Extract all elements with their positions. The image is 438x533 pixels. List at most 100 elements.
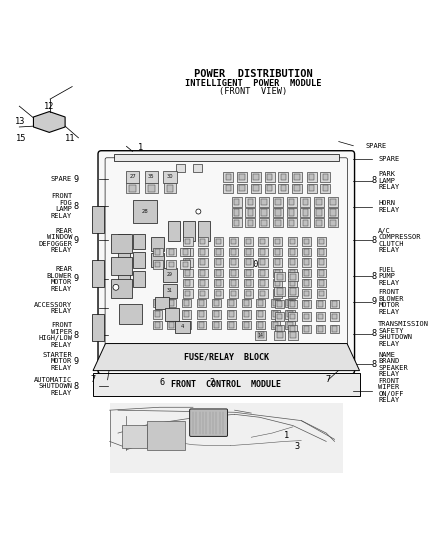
Bar bbox=[129, 185, 136, 192]
Bar bbox=[227, 310, 236, 319]
Bar bbox=[261, 260, 265, 265]
Bar bbox=[267, 174, 272, 180]
Bar bbox=[182, 321, 191, 329]
Bar bbox=[214, 279, 223, 287]
Text: STARTER
MOTOR
RELAY: STARTER MOTOR RELAY bbox=[42, 352, 72, 371]
Bar bbox=[302, 258, 311, 266]
Bar bbox=[231, 260, 236, 265]
Bar bbox=[290, 249, 295, 255]
Bar bbox=[244, 311, 249, 317]
Bar bbox=[319, 280, 324, 286]
Bar bbox=[302, 237, 311, 246]
Bar bbox=[197, 299, 206, 308]
Bar bbox=[316, 312, 325, 321]
Bar bbox=[289, 209, 294, 215]
Bar bbox=[290, 332, 296, 338]
Bar bbox=[256, 321, 265, 329]
Bar bbox=[169, 311, 174, 317]
Bar bbox=[152, 248, 162, 256]
Bar bbox=[303, 209, 308, 215]
Bar bbox=[259, 218, 269, 228]
Bar bbox=[287, 300, 293, 306]
Text: 6: 6 bbox=[159, 378, 164, 387]
Bar bbox=[275, 312, 284, 321]
Bar bbox=[155, 249, 160, 255]
Text: 1: 1 bbox=[138, 143, 144, 152]
Bar bbox=[273, 197, 283, 206]
Bar bbox=[185, 249, 191, 255]
Bar bbox=[275, 220, 281, 226]
Bar bbox=[166, 260, 177, 269]
Text: 14: 14 bbox=[258, 333, 264, 338]
Bar bbox=[316, 325, 325, 333]
Text: SPARE: SPARE bbox=[366, 143, 387, 149]
Text: 30: 30 bbox=[167, 174, 173, 180]
Text: 10: 10 bbox=[249, 260, 259, 269]
Bar bbox=[287, 272, 298, 281]
Bar bbox=[300, 208, 311, 217]
Bar bbox=[163, 171, 177, 183]
Bar bbox=[329, 312, 339, 321]
Bar bbox=[199, 311, 204, 317]
Text: 8: 8 bbox=[371, 236, 377, 245]
Bar bbox=[261, 220, 267, 226]
Bar bbox=[145, 183, 158, 193]
Bar bbox=[273, 248, 282, 256]
Bar bbox=[328, 218, 338, 228]
Bar bbox=[176, 321, 190, 333]
Bar bbox=[304, 280, 309, 286]
Bar bbox=[242, 310, 251, 319]
Bar bbox=[273, 218, 283, 228]
Bar bbox=[277, 274, 283, 280]
Bar bbox=[183, 221, 194, 241]
Bar bbox=[153, 299, 162, 308]
Bar bbox=[198, 279, 208, 287]
Bar bbox=[229, 300, 234, 306]
Bar bbox=[246, 249, 251, 255]
Bar bbox=[216, 249, 221, 255]
Bar bbox=[289, 199, 294, 205]
Text: 7: 7 bbox=[326, 375, 331, 384]
Text: HORN
RELAY: HORN RELAY bbox=[378, 200, 399, 213]
Bar bbox=[302, 300, 311, 308]
Bar bbox=[286, 218, 297, 228]
Text: 9: 9 bbox=[74, 274, 79, 284]
Bar bbox=[226, 185, 231, 191]
Bar bbox=[229, 279, 238, 287]
Bar bbox=[229, 322, 234, 328]
Bar bbox=[253, 174, 258, 180]
Bar bbox=[277, 301, 282, 307]
Bar bbox=[244, 248, 253, 256]
Bar bbox=[167, 321, 176, 329]
Text: 8: 8 bbox=[371, 176, 377, 185]
Bar bbox=[318, 313, 323, 319]
Bar bbox=[275, 199, 281, 205]
Bar bbox=[234, 199, 240, 205]
Bar bbox=[275, 249, 280, 255]
Bar bbox=[216, 270, 221, 276]
Bar bbox=[201, 290, 205, 296]
Bar bbox=[290, 288, 296, 295]
Bar bbox=[304, 290, 309, 296]
Bar bbox=[183, 249, 188, 255]
Bar bbox=[229, 289, 238, 298]
Bar bbox=[275, 270, 280, 276]
Bar bbox=[133, 271, 145, 287]
Bar bbox=[148, 185, 155, 192]
Bar bbox=[151, 253, 164, 268]
Bar bbox=[275, 209, 281, 215]
Bar bbox=[155, 297, 169, 309]
Text: FUEL
PUMP
RELAY: FUEL PUMP RELAY bbox=[378, 266, 399, 286]
Bar bbox=[316, 199, 322, 205]
Bar bbox=[176, 164, 185, 172]
Bar bbox=[329, 300, 339, 308]
Text: AUTOMATIC
SHUTDOWN
RELAY: AUTOMATIC SHUTDOWN RELAY bbox=[34, 376, 72, 395]
Bar bbox=[126, 171, 139, 183]
Bar bbox=[287, 330, 298, 340]
Bar bbox=[227, 321, 236, 329]
Bar bbox=[261, 290, 265, 296]
Bar bbox=[111, 256, 132, 275]
Bar bbox=[294, 185, 300, 191]
Bar bbox=[290, 274, 296, 280]
Bar bbox=[232, 218, 242, 228]
